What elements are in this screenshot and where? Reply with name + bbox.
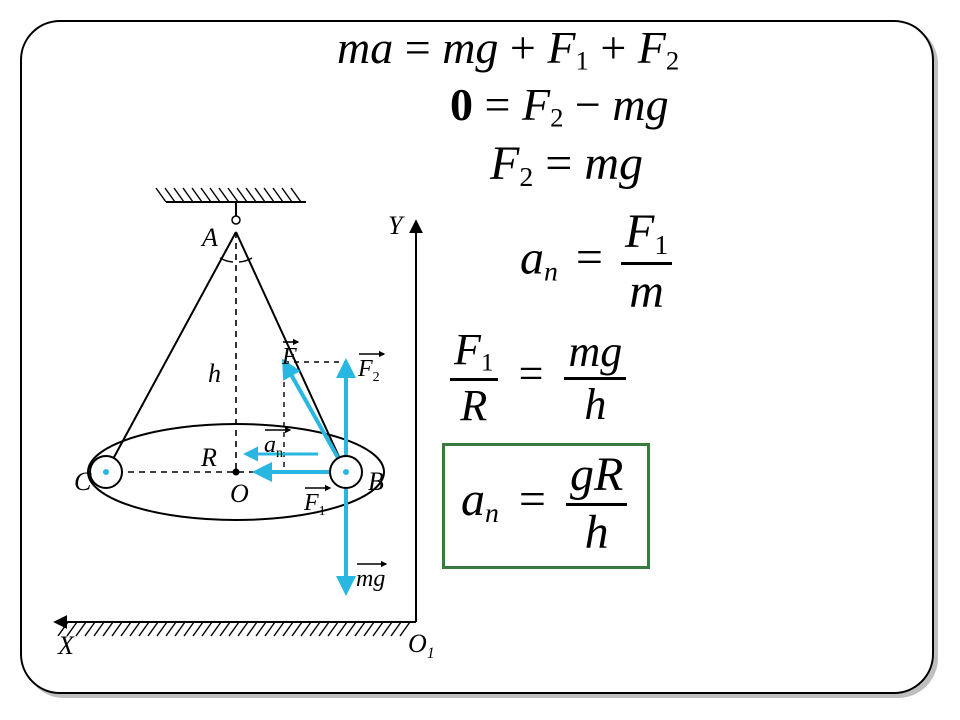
svg-text:F1: F1	[303, 490, 326, 519]
fraction-mg-over-h: mg h	[564, 329, 626, 428]
svg-text:B: B	[368, 467, 384, 496]
vec-F2: F2	[638, 24, 679, 75]
svg-text:an: an	[264, 432, 283, 461]
svg-text:R: R	[200, 443, 217, 472]
equation-result-box: an = gR h	[442, 443, 650, 569]
svg-text:O: O	[230, 479, 249, 508]
diagram-svg: ABCOO1XYRhFF2F1anmg	[46, 172, 426, 682]
equation-an: an = F1 m	[520, 207, 932, 318]
svg-text:Y: Y	[388, 211, 405, 240]
equation-area: ma = mg + F1 + F2 0 = F2 − mg F2 = mg an…	[392, 22, 932, 569]
svg-text:F: F	[281, 344, 297, 370]
physics-diagram: ABCOO1XYRhFF2F1anmg	[46, 172, 426, 682]
svg-text:X: X	[57, 631, 75, 660]
equation-F2: F2 = mg	[490, 139, 932, 192]
svg-text:mg: mg	[356, 566, 385, 592]
fraction-F1-over-m: F1 m	[621, 207, 672, 318]
svg-text:O1: O1	[408, 629, 435, 662]
slide-panel: ma = mg + F1 + F2 0 = F2 − mg F2 = mg an…	[20, 20, 934, 694]
svg-text:A: A	[200, 223, 218, 252]
svg-text:F2: F2	[357, 356, 380, 385]
equation-newton-vector: ma = mg + F1 + F2	[337, 24, 932, 75]
vec-F1: F1	[547, 24, 588, 75]
sym-m: m	[337, 22, 370, 73]
svg-text:h: h	[208, 359, 221, 388]
vec-g: g	[475, 24, 498, 72]
fraction-gR-over-h: gR h	[566, 450, 627, 558]
equation-similar-triangles: F1 R = mg h	[450, 327, 932, 429]
equation-y-projection: 0 = F2 − mg	[450, 81, 932, 132]
svg-text:C: C	[74, 467, 92, 496]
vec-a: a	[370, 24, 393, 72]
fraction-F1-over-R: F1 R	[450, 327, 498, 429]
